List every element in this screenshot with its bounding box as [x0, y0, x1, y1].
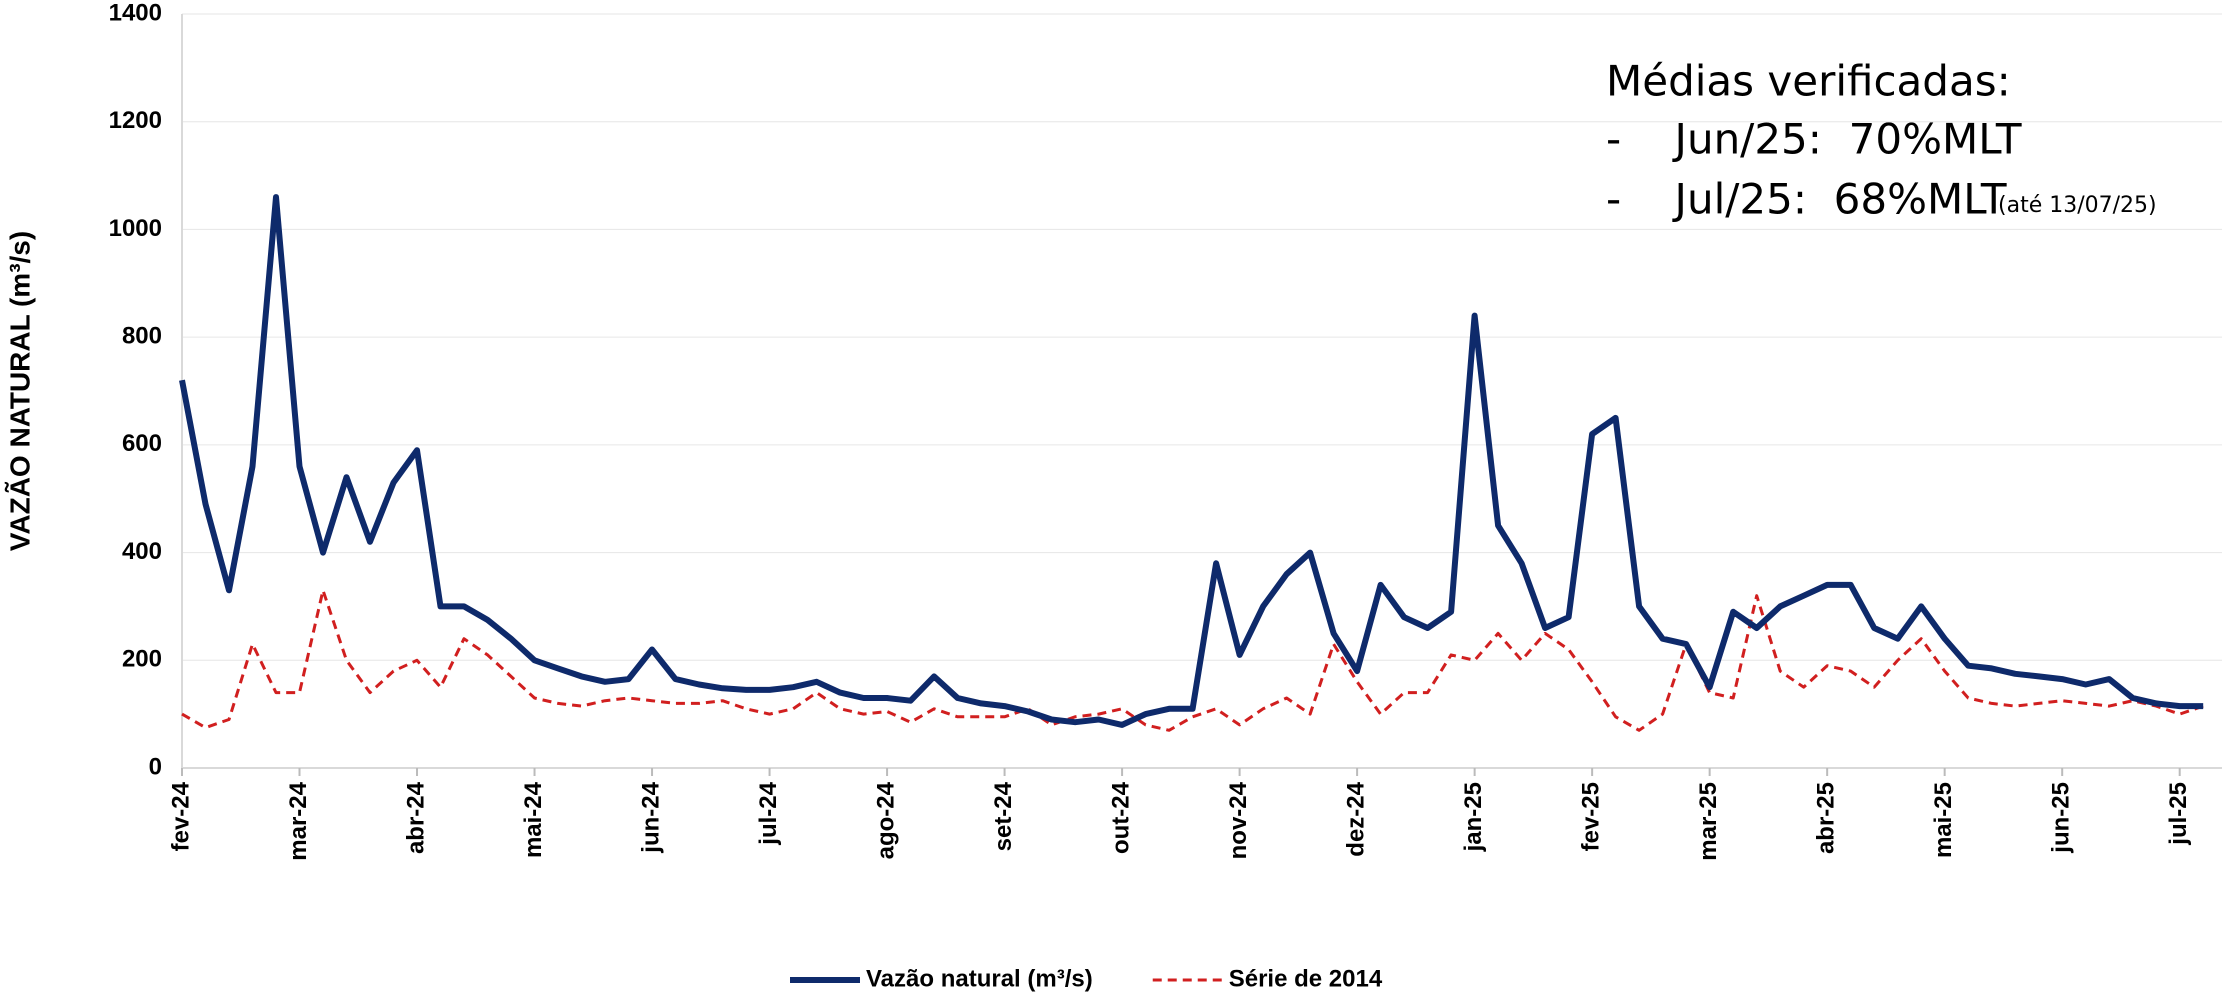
x-tick-label: jun-25: [2048, 782, 2075, 854]
x-tick-label: abr-25: [1813, 782, 1840, 854]
x-tick-label: dez-24: [1342, 781, 1369, 856]
y-tick-label: 200: [122, 646, 162, 673]
annotation: - Jul/25: 68%MLT: [1606, 175, 2007, 224]
x-tick-label: mar-24: [285, 781, 312, 860]
x-tick-label: abr-24: [402, 781, 429, 854]
x-tick-label: jul-25: [2165, 782, 2192, 846]
y-tick-label: 1000: [109, 215, 162, 242]
legend-label: Série de 2014: [1229, 965, 1383, 992]
x-tick-label: fev-25: [1577, 782, 1604, 851]
x-tick-label: mai-25: [1930, 782, 1957, 858]
y-tick-label: 800: [122, 322, 162, 349]
annotation-title: Médias verificadas:: [1606, 57, 2011, 106]
y-axis-title: VAZÃO NATURAL (m³/s): [4, 231, 35, 551]
series-line: [181, 588, 2204, 732]
y-tick-label: 600: [122, 430, 162, 457]
x-tick-label: jul-24: [755, 781, 782, 845]
x-tick-label: ago-24: [872, 781, 899, 859]
x-tick-label: fev-24: [167, 781, 194, 851]
y-tick-label: 1200: [109, 107, 162, 134]
x-tick-label: jan-25: [1460, 782, 1487, 852]
x-tick-label: out-24: [1107, 781, 1134, 854]
annotation-note: (até 13/07/25): [1998, 193, 2157, 218]
x-tick-label: nov-24: [1225, 781, 1252, 859]
x-tick-label: mar-25: [1695, 782, 1722, 861]
y-tick-label: 1400: [109, 0, 162, 26]
x-tick-label: jun-24: [637, 781, 664, 853]
x-tick-label: mai-24: [520, 781, 547, 858]
annotation: - Jun/25: 70%MLT: [1606, 115, 2022, 164]
series-line: [179, 194, 2204, 728]
y-tick-label: 0: [149, 753, 162, 780]
y-tick-label: 400: [122, 538, 162, 565]
x-tick-label: set-24: [990, 781, 1017, 851]
legend-label: Vazão natural (m³/s): [866, 965, 1093, 992]
